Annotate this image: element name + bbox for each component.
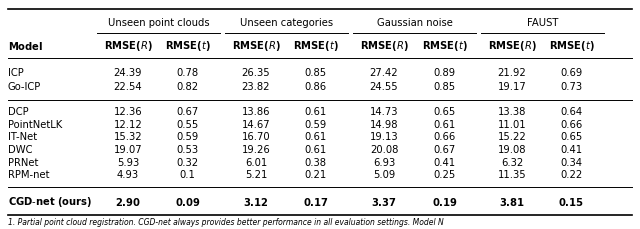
Text: 19.07: 19.07: [114, 145, 142, 155]
Text: $\mathbf{CGD\text{-}net\ (ours)}$: $\mathbf{CGD\text{-}net\ (ours)}$: [8, 194, 92, 209]
Text: 6.93: 6.93: [373, 158, 395, 168]
Text: $\mathbf{0.17}$: $\mathbf{0.17}$: [303, 196, 328, 207]
Text: 0.25: 0.25: [434, 170, 456, 180]
Text: $\mathbf{3.12}$: $\mathbf{3.12}$: [243, 196, 269, 207]
Text: 27.42: 27.42: [370, 68, 398, 78]
Text: 0.85: 0.85: [434, 82, 456, 93]
Text: 21.92: 21.92: [498, 68, 526, 78]
Text: 0.82: 0.82: [177, 82, 198, 93]
Text: $\mathbf{RMSE(}$$\mathit{t}$$\mathbf{)}$: $\mathbf{RMSE(}$$\mathit{t}$$\mathbf{)}$: [164, 39, 211, 53]
Text: 0.66: 0.66: [434, 132, 456, 142]
Text: $\mathbf{3.81}$: $\mathbf{3.81}$: [499, 196, 525, 207]
Text: 0.67: 0.67: [177, 107, 198, 117]
Text: 19.26: 19.26: [242, 145, 270, 155]
Text: 16.70: 16.70: [242, 132, 270, 142]
Text: 5.09: 5.09: [373, 170, 395, 180]
Text: $\mathbf{0.09}$: $\mathbf{0.09}$: [175, 196, 200, 207]
Text: 0.41: 0.41: [561, 145, 582, 155]
Text: 19.17: 19.17: [498, 82, 526, 93]
Text: 0.59: 0.59: [305, 120, 326, 130]
Text: 14.98: 14.98: [370, 120, 398, 130]
Text: 13.38: 13.38: [498, 107, 526, 117]
Text: 0.22: 0.22: [561, 170, 582, 180]
Text: 0.61: 0.61: [305, 107, 326, 117]
Text: Gaussian noise: Gaussian noise: [377, 18, 452, 28]
Text: 15.22: 15.22: [498, 132, 526, 142]
Text: 13.86: 13.86: [242, 107, 270, 117]
Text: 6.32: 6.32: [501, 158, 523, 168]
Text: 0.61: 0.61: [305, 132, 326, 142]
Text: FAUST: FAUST: [527, 18, 559, 28]
Text: 0.67: 0.67: [434, 145, 456, 155]
Text: 12.36: 12.36: [114, 107, 142, 117]
Text: $\mathbf{RMSE(}$$\mathit{t}$$\mathbf{)}$: $\mathbf{RMSE(}$$\mathit{t}$$\mathbf{)}$: [292, 39, 339, 53]
Text: 24.55: 24.55: [370, 82, 398, 93]
Text: 19.08: 19.08: [498, 145, 526, 155]
Text: 0.61: 0.61: [305, 145, 326, 155]
Text: 6.01: 6.01: [245, 158, 267, 168]
Text: 0.53: 0.53: [177, 145, 198, 155]
Text: $\mathbf{RMSE(}$$\mathit{R}$$\mathbf{)}$: $\mathbf{RMSE(}$$\mathit{R}$$\mathbf{)}$: [104, 39, 152, 53]
Text: 0.78: 0.78: [177, 68, 198, 78]
Text: RPM-net: RPM-net: [8, 170, 49, 180]
Text: 19.13: 19.13: [370, 132, 398, 142]
Text: 14.67: 14.67: [242, 120, 270, 130]
Text: $\mathbf{0.15}$: $\mathbf{0.15}$: [559, 196, 584, 207]
Text: 12.12: 12.12: [114, 120, 142, 130]
Text: $\mathbf{0.19}$: $\mathbf{0.19}$: [432, 196, 458, 207]
Text: 0.38: 0.38: [305, 158, 326, 168]
Text: 0.41: 0.41: [434, 158, 456, 168]
Text: 0.55: 0.55: [177, 120, 198, 130]
Text: Go-ICP: Go-ICP: [8, 82, 41, 93]
Text: 0.69: 0.69: [561, 68, 582, 78]
Text: 23.82: 23.82: [242, 82, 270, 93]
Text: 0.32: 0.32: [177, 158, 198, 168]
Text: 0.61: 0.61: [434, 120, 456, 130]
Text: 0.66: 0.66: [561, 120, 582, 130]
Text: 15.32: 15.32: [114, 132, 142, 142]
Text: $\mathbf{RMSE(}$$\mathit{R}$$\mathbf{)}$: $\mathbf{RMSE(}$$\mathit{R}$$\mathbf{)}$: [232, 39, 280, 53]
Text: $\mathbf{RMSE(}$$\mathit{R}$$\mathbf{)}$: $\mathbf{RMSE(}$$\mathit{R}$$\mathbf{)}$: [488, 39, 536, 53]
Text: $\mathbf{RMSE(}$$\mathit{R}$$\mathbf{)}$: $\mathbf{RMSE(}$$\mathit{R}$$\mathbf{)}$: [360, 39, 408, 53]
Text: 1. Partial point cloud registration. CGD-net always provides better performance : 1. Partial point cloud registration. CGD…: [8, 218, 444, 227]
Text: 0.1: 0.1: [180, 170, 195, 180]
Text: $\mathbf{3.37}$: $\mathbf{3.37}$: [371, 196, 397, 207]
Text: 14.73: 14.73: [370, 107, 398, 117]
Text: 0.21: 0.21: [305, 170, 326, 180]
Text: 0.65: 0.65: [434, 107, 456, 117]
Text: 0.59: 0.59: [177, 132, 198, 142]
Text: 0.89: 0.89: [434, 68, 456, 78]
Text: 4.93: 4.93: [117, 170, 139, 180]
Text: $\mathbf{Model}$: $\mathbf{Model}$: [8, 40, 43, 52]
Text: Unseen point clouds: Unseen point clouds: [108, 18, 209, 28]
Text: 24.39: 24.39: [114, 68, 142, 78]
Text: $\mathbf{2.90}$: $\mathbf{2.90}$: [115, 196, 141, 207]
Text: DCP: DCP: [8, 107, 28, 117]
Text: 0.73: 0.73: [561, 82, 582, 93]
Text: 11.01: 11.01: [498, 120, 526, 130]
Text: 0.86: 0.86: [305, 82, 326, 93]
Text: PointNetLK: PointNetLK: [8, 120, 62, 130]
Text: $\mathbf{RMSE(}$$\mathit{t}$$\mathbf{)}$: $\mathbf{RMSE(}$$\mathit{t}$$\mathbf{)}$: [422, 39, 468, 53]
Text: 0.64: 0.64: [561, 107, 582, 117]
Text: PRNet: PRNet: [8, 158, 38, 168]
Text: 0.85: 0.85: [305, 68, 326, 78]
Text: 0.65: 0.65: [561, 132, 582, 142]
Text: 11.35: 11.35: [498, 170, 526, 180]
Text: DWC: DWC: [8, 145, 32, 155]
Text: ICP: ICP: [8, 68, 24, 78]
Text: 20.08: 20.08: [370, 145, 398, 155]
Text: 22.54: 22.54: [114, 82, 142, 93]
Text: 26.35: 26.35: [242, 68, 270, 78]
Text: 5.21: 5.21: [245, 170, 267, 180]
Text: IT-Net: IT-Net: [8, 132, 37, 142]
Text: Unseen categories: Unseen categories: [240, 18, 333, 28]
Text: 5.93: 5.93: [117, 158, 139, 168]
Text: 0.34: 0.34: [561, 158, 582, 168]
Text: $\mathbf{RMSE(}$$\mathit{t}$$\mathbf{)}$: $\mathbf{RMSE(}$$\mathit{t}$$\mathbf{)}$: [548, 39, 595, 53]
